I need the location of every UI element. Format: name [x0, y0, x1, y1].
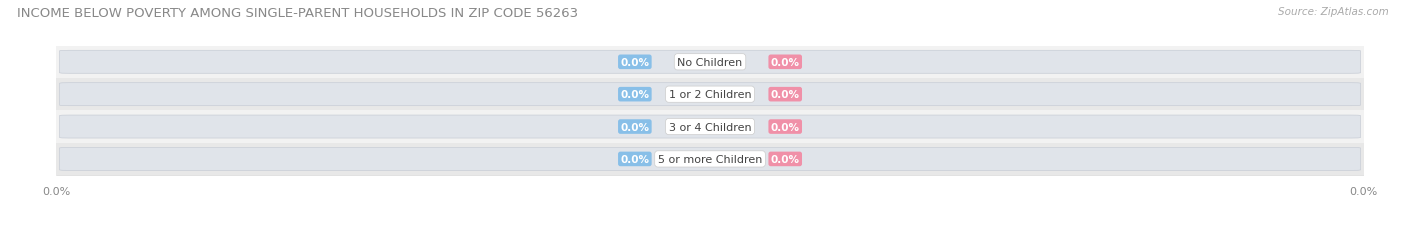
Text: 0.0%: 0.0% — [620, 154, 650, 164]
Text: 0.0%: 0.0% — [770, 122, 800, 132]
Text: 0.0%: 0.0% — [770, 58, 800, 67]
Bar — [56, 111, 1364, 143]
Text: 0.0%: 0.0% — [620, 122, 650, 132]
Text: Source: ZipAtlas.com: Source: ZipAtlas.com — [1278, 7, 1389, 17]
Text: No Children: No Children — [678, 58, 742, 67]
Bar — [56, 46, 1364, 79]
FancyBboxPatch shape — [59, 51, 1361, 74]
Text: 1 or 2 Children: 1 or 2 Children — [669, 90, 751, 100]
FancyBboxPatch shape — [59, 83, 1361, 106]
Text: INCOME BELOW POVERTY AMONG SINGLE-PARENT HOUSEHOLDS IN ZIP CODE 56263: INCOME BELOW POVERTY AMONG SINGLE-PARENT… — [17, 7, 578, 20]
Bar — [56, 143, 1364, 175]
FancyBboxPatch shape — [59, 148, 1361, 171]
FancyBboxPatch shape — [59, 116, 1361, 138]
Text: 0.0%: 0.0% — [620, 58, 650, 67]
Text: 5 or more Children: 5 or more Children — [658, 154, 762, 164]
Text: 3 or 4 Children: 3 or 4 Children — [669, 122, 751, 132]
Text: 0.0%: 0.0% — [770, 154, 800, 164]
Text: 0.0%: 0.0% — [770, 90, 800, 100]
Text: 0.0%: 0.0% — [620, 90, 650, 100]
Bar — [56, 79, 1364, 111]
